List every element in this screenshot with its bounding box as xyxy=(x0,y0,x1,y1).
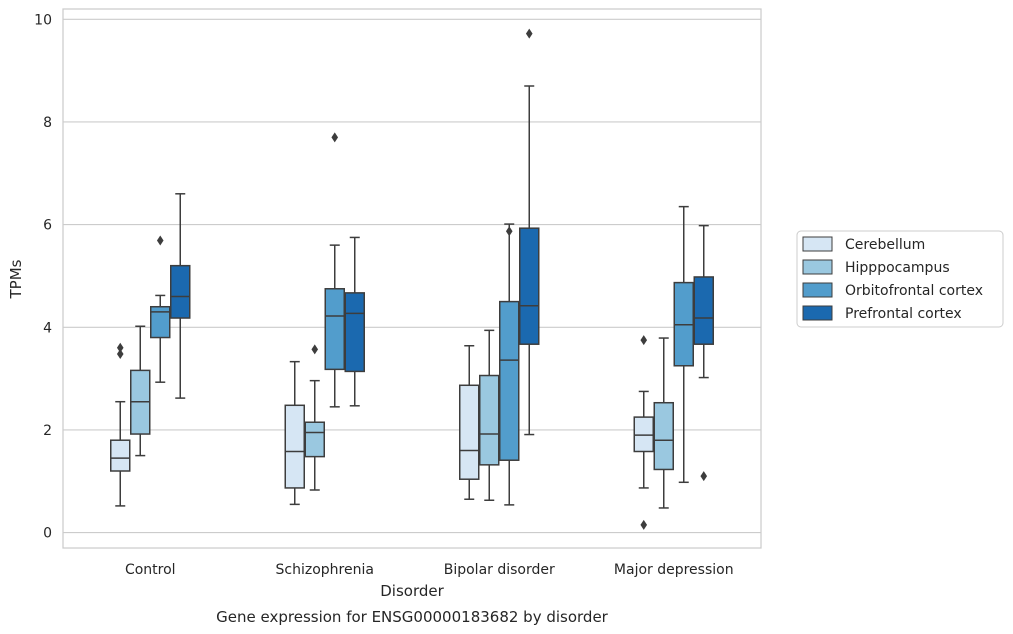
box-iqr xyxy=(324,288,345,371)
y-tick-label: 8 xyxy=(43,115,52,131)
box-prefrontal-cortex-control xyxy=(170,193,191,399)
box-prefrontal-cortex-major-depression xyxy=(693,224,714,482)
box-prefrontal-cortex-bipolar-disorder xyxy=(519,28,540,436)
box-iqr xyxy=(479,374,500,466)
box-iqr xyxy=(344,292,365,373)
box-cerebellum-bipolar-disorder xyxy=(459,344,480,500)
x-tick-label: Control xyxy=(125,562,176,578)
box-iqr xyxy=(653,401,674,471)
box-iqr xyxy=(633,416,654,453)
chart-caption: Gene expression for ENSG00000183682 by d… xyxy=(216,608,609,626)
outlier-point xyxy=(311,344,319,355)
box-iqr xyxy=(110,439,131,472)
box-cerebellum-major-depression xyxy=(633,335,654,530)
box-cerebellum-schizophrenia xyxy=(284,360,305,506)
box-series xyxy=(110,28,714,530)
legend-swatch xyxy=(802,305,833,321)
x-axis-title: Disorder xyxy=(380,582,444,600)
outlier-point xyxy=(640,335,648,346)
x-tick-label: Major depression xyxy=(614,562,734,578)
legend-frame xyxy=(796,230,1004,328)
box-iqr xyxy=(693,276,714,345)
legend-label: Prefrontal cortex xyxy=(845,306,962,322)
outlier-point xyxy=(700,471,708,482)
x-tick-label: Schizophrenia xyxy=(276,562,374,578)
box-iqr xyxy=(519,227,540,345)
box-hipppocampus-control xyxy=(130,325,151,457)
box-orbitofrontal-cortex-schizophrenia xyxy=(324,132,345,408)
box-iqr xyxy=(304,421,325,458)
box-hipppocampus-bipolar-disorder xyxy=(479,329,500,502)
box-orbitofrontal-cortex-bipolar-disorder xyxy=(499,223,520,506)
outlier-point xyxy=(505,226,513,237)
y-axis-title: TPMs xyxy=(7,259,25,299)
box-iqr xyxy=(459,384,480,480)
y-tick-label: 6 xyxy=(43,218,52,234)
outlier-point xyxy=(640,519,648,530)
legend-swatch xyxy=(802,259,833,275)
box-cerebellum-control xyxy=(110,342,131,507)
legend-label: Cerebellum xyxy=(845,237,925,253)
box-iqr xyxy=(170,264,191,319)
y-tick-label: 2 xyxy=(43,423,52,439)
legend-label: Orbitofrontal cortex xyxy=(845,283,983,299)
y-tick-labels: 0 2 4 6 8 10 xyxy=(34,12,52,541)
outlier-point xyxy=(331,132,339,143)
box-hipppocampus-schizophrenia xyxy=(304,344,325,491)
plot-frame xyxy=(62,8,762,549)
y-tick-label: 0 xyxy=(43,526,52,542)
box-iqr xyxy=(150,305,171,339)
legend-swatch xyxy=(802,236,833,252)
legend-label: Hipppocampus xyxy=(845,260,950,276)
outlier-point xyxy=(525,28,533,39)
box-orbitofrontal-cortex-control xyxy=(150,235,171,383)
y-tick-label: 4 xyxy=(43,320,52,336)
legend-swatch xyxy=(802,282,833,298)
box-prefrontal-cortex-schizophrenia xyxy=(344,236,365,407)
x-tick-labels: Control Schizophrenia Bipolar disorder Majo… xyxy=(125,562,734,578)
box-iqr xyxy=(499,300,520,461)
outlier-point xyxy=(116,348,124,359)
y-tick-label: 10 xyxy=(34,12,52,28)
x-tick-label: Bipolar disorder xyxy=(444,562,555,578)
legend: Cerebellum Hipppocampus Orbitofrontal cort… xyxy=(796,230,1004,328)
box-orbitofrontal-cortex-major-depression xyxy=(673,205,694,484)
box-iqr xyxy=(284,404,305,489)
outlier-point xyxy=(116,342,124,353)
y-gridlines xyxy=(63,18,761,534)
box-hipppocampus-major-depression xyxy=(653,337,674,509)
outlier-point xyxy=(156,235,164,246)
